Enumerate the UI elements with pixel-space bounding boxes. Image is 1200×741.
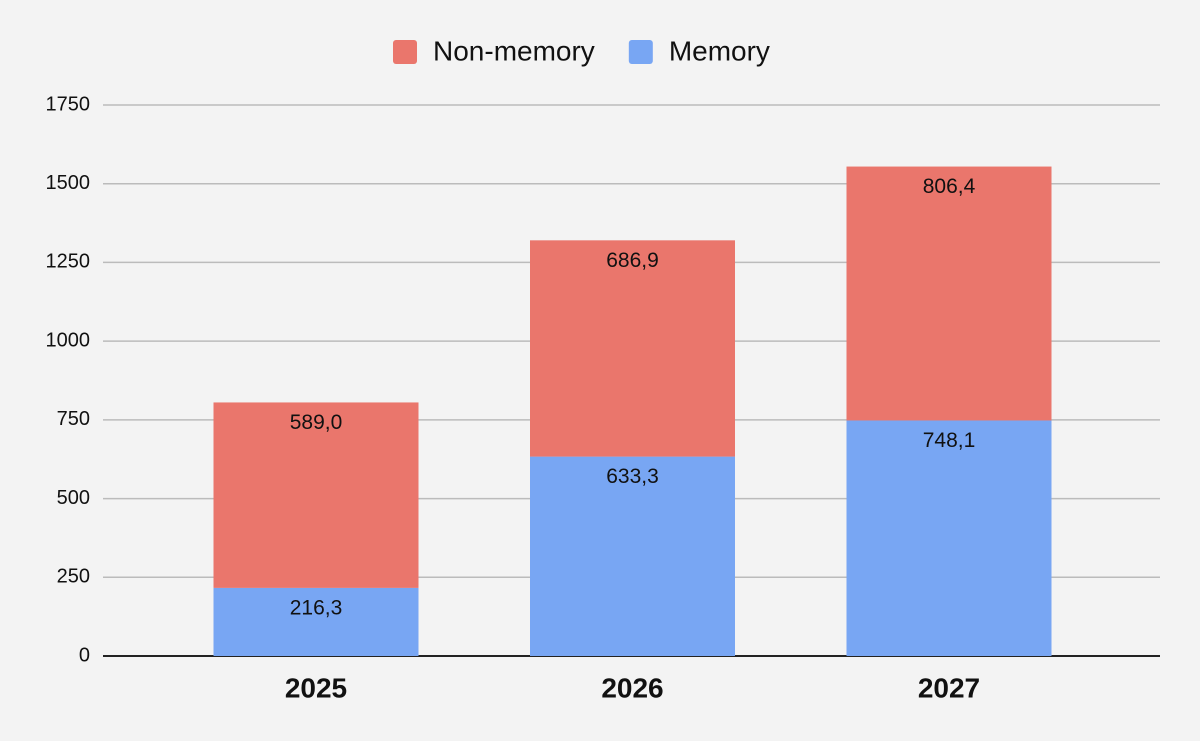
legend-label: Memory bbox=[669, 35, 770, 66]
data-label: 633,3 bbox=[606, 465, 659, 488]
y-tick-label: 1000 bbox=[46, 329, 91, 351]
y-tick-label: 1500 bbox=[46, 172, 91, 194]
x-tick-label: 2025 bbox=[285, 672, 347, 703]
data-label: 806,4 bbox=[923, 175, 976, 198]
y-tick-label: 1250 bbox=[46, 251, 91, 273]
bar-segment bbox=[213, 587, 419, 656]
data-label: 686,9 bbox=[606, 249, 659, 272]
bar-segment bbox=[530, 240, 735, 457]
x-tick-label: 2026 bbox=[601, 672, 663, 703]
bar-segment bbox=[846, 166, 1052, 421]
y-tick-label: 750 bbox=[57, 408, 90, 430]
x-tick-label: 2027 bbox=[918, 672, 980, 703]
data-label: 216,3 bbox=[290, 596, 343, 619]
bar-segment bbox=[846, 420, 1052, 656]
y-tick-label: 0 bbox=[79, 644, 90, 666]
y-tick-label: 1750 bbox=[46, 93, 91, 115]
data-label: 748,1 bbox=[923, 429, 976, 452]
y-tick-label: 500 bbox=[57, 487, 90, 509]
y-tick-label: 250 bbox=[57, 566, 90, 588]
bar-segment bbox=[530, 456, 735, 656]
legend-swatch bbox=[628, 40, 653, 64]
legend-swatch bbox=[393, 40, 417, 64]
data-label: 589,0 bbox=[290, 411, 343, 434]
bar-segment bbox=[213, 402, 419, 588]
legend-label: Non-memory bbox=[433, 35, 595, 66]
